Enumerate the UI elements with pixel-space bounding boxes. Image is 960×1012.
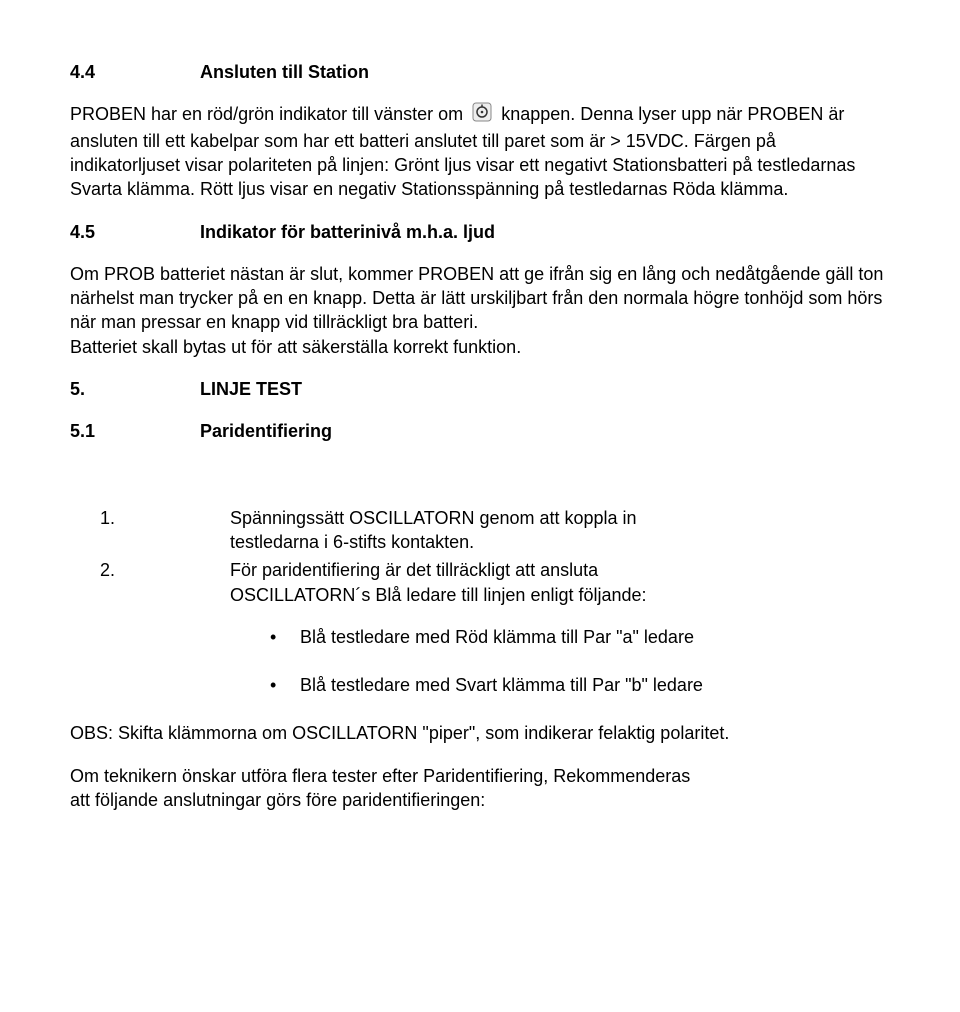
- bullet-icon: •: [270, 673, 300, 697]
- section-5-title: LINJE TEST: [200, 377, 302, 401]
- section-4-5-number: 4.5: [70, 220, 200, 244]
- section-5-1-heading: 5.1 Paridentifiering: [70, 419, 890, 443]
- bullet-text: Blå testledare med Svart klämma till Par…: [300, 673, 890, 697]
- list-item-text: För paridentifiering är det tillräckligt…: [230, 558, 890, 607]
- para-text-a: PROBEN har en röd/grön indikator till vä…: [70, 104, 468, 124]
- section-4-5-title: Indikator för batterinivå m.h.a. ljud: [200, 220, 495, 244]
- list-item-line: testledarna i 6-stifts kontakten.: [230, 532, 474, 552]
- tail-paragraph: Om teknikern önskar utföra flera tester …: [70, 764, 890, 813]
- section-4-4-number: 4.4: [70, 60, 200, 84]
- numbered-list: 1. Spänningssätt OSCILLATORN genom att k…: [70, 506, 890, 607]
- section-4-4-heading: 4.4 Ansluten till Station: [70, 60, 890, 84]
- tail-line-2: att följande anslutningar görs före pari…: [70, 790, 485, 810]
- list-item: 1. Spänningssätt OSCILLATORN genom att k…: [70, 506, 890, 555]
- section-5-number: 5.: [70, 377, 200, 401]
- button-icon: [472, 102, 492, 128]
- bullet-icon: •: [270, 625, 300, 649]
- list-item-number: 2.: [100, 558, 140, 607]
- section-4-4-paragraph: PROBEN har en röd/grön indikator till vä…: [70, 102, 890, 201]
- section-5-heading: 5. LINJE TEST: [70, 377, 890, 401]
- para-text: Om PROB batteriet nästan är slut, kommer…: [70, 264, 883, 333]
- spacer: [70, 462, 890, 488]
- section-4-5-heading: 4.5 Indikator för batterinivå m.h.a. lju…: [70, 220, 890, 244]
- section-5-1-number: 5.1: [70, 419, 200, 443]
- section-4-4-title: Ansluten till Station: [200, 60, 369, 84]
- list-item: • Blå testledare med Svart klämma till P…: [70, 673, 890, 697]
- list-item-line: Spänningssätt OSCILLATORN genom att kopp…: [230, 508, 637, 528]
- list-item-line: OSCILLATORN´s Blå ledare till linjen enl…: [230, 585, 647, 605]
- list-item: 2. För paridentifiering är det tillräckl…: [70, 558, 890, 607]
- bullet-list: • Blå testledare med Röd klämma till Par…: [70, 625, 890, 698]
- section-4-5-paragraph-1: Om PROB batteriet nästan är slut, kommer…: [70, 262, 890, 359]
- list-item-number: 1.: [100, 506, 140, 555]
- tail-line-1: Om teknikern önskar utföra flera tester …: [70, 766, 690, 786]
- bullet-text: Blå testledare med Röd klämma till Par "…: [300, 625, 890, 649]
- list-item: • Blå testledare med Röd klämma till Par…: [70, 625, 890, 649]
- list-item-text: Spänningssätt OSCILLATORN genom att kopp…: [230, 506, 890, 555]
- section-5-1-title: Paridentifiering: [200, 419, 332, 443]
- obs-paragraph: OBS: Skifta klämmorna om OSCILLATORN "pi…: [70, 721, 890, 745]
- list-item-line: För paridentifiering är det tillräckligt…: [230, 560, 598, 580]
- para-text-2: Batteriet skall bytas ut för att säkerst…: [70, 337, 521, 357]
